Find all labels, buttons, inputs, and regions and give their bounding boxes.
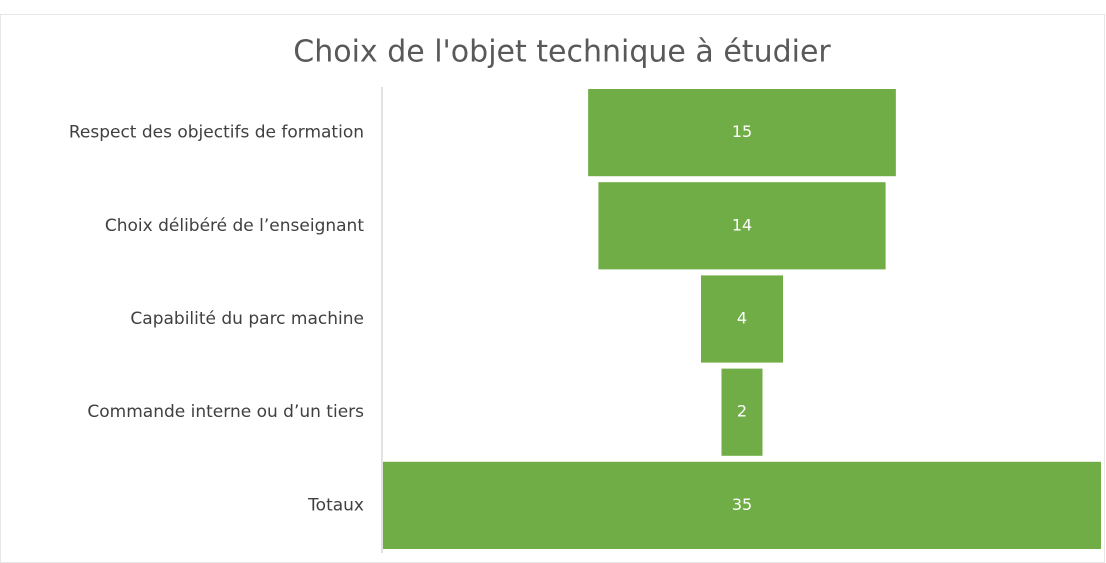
category-label: Capabilité du parc machine (130, 309, 364, 329)
data-label: 35 (732, 495, 752, 514)
data-label: 4 (737, 309, 747, 328)
category-label: Respect des objectifs de formation (69, 123, 364, 143)
funnel-bar (721, 368, 763, 456)
category-label: Commande interne ou d’un tiers (87, 402, 364, 422)
chart-title: Choix de l'objet technique à étudier (293, 35, 831, 70)
funnel-bar (383, 461, 1101, 549)
data-label: 15 (732, 122, 752, 141)
category-label: Choix délibéré de l’enseignant (105, 216, 364, 236)
funnel-bar (598, 182, 886, 270)
funnel-bar (588, 89, 896, 177)
category-label: Totaux (307, 495, 364, 515)
data-label: 14 (732, 215, 752, 234)
data-label: 2 (737, 402, 747, 421)
funnel-bar (700, 275, 784, 363)
